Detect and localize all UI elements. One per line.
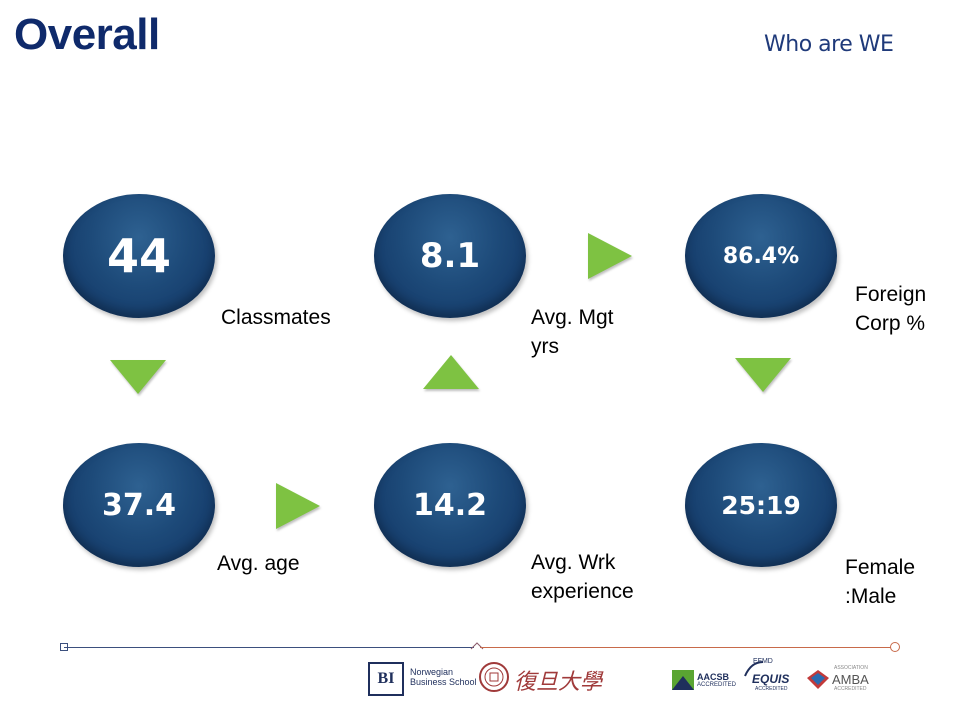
stat-label-foreign-corp: Foreign Corp % — [855, 283, 927, 335]
amba-association: ASSOCIATION — [834, 665, 868, 671]
footer-divider-right — [480, 647, 892, 648]
arrow-right-icon — [588, 233, 632, 279]
stat-label-mgt-years: Avg. Mgt yrs — [531, 306, 614, 358]
stat-circle-avg-age: 37.4 — [63, 443, 215, 567]
stat-label-work-experience: Avg. Wrk experience — [531, 551, 634, 603]
aacsb-icon — [672, 670, 694, 690]
stat-label-gender-ratio: Female :Male — [845, 556, 916, 608]
bi-logo-name-1: Norwegian — [410, 667, 454, 677]
footer-divider-left — [64, 647, 474, 648]
section-subtitle: Who are WE — [764, 32, 894, 57]
stat-value-foreign-corp: 86.4% — [722, 243, 800, 269]
stat-circle-gender-ratio: 25:19 — [685, 443, 837, 567]
stat-circle-mgt-years: 8.1 — [374, 194, 526, 318]
amba-accredited: ACCREDITED — [834, 686, 867, 692]
equis-efmd: EFMD — [753, 658, 773, 665]
stat-value-classmates: 44 — [106, 229, 171, 283]
amba-diamond-icon — [807, 670, 829, 689]
bi-logo-text: Norwegian Business School — [410, 667, 477, 687]
aacsb-logo: AACSB ACCREDITED — [697, 672, 736, 689]
stat-value-gender-ratio: 25:19 — [721, 490, 801, 520]
arrow-up-icon — [423, 355, 479, 389]
arrow-right-icon — [276, 483, 320, 529]
arrow-down-icon — [110, 360, 166, 394]
aacsb-name: AACSB — [697, 672, 730, 682]
stat-label-classmates: Classmates — [221, 306, 331, 329]
bi-logo: BI — [368, 662, 404, 696]
equis-swoosh-icon — [744, 661, 764, 677]
stat-circle-work-experience: 14.2 — [374, 443, 526, 567]
aacsb-accredited: ACCREDITED — [697, 682, 737, 688]
equis-logo: EQUIS — [752, 672, 790, 686]
footer-chevron-icon — [470, 642, 484, 650]
stat-value-work-experience: 14.2 — [412, 487, 488, 523]
fudan-logo-text: 復旦大學 — [514, 670, 603, 695]
stat-label-avg-age: Avg. age — [217, 552, 300, 575]
bi-logo-mark: BI — [377, 670, 395, 687]
fudan-seal-icon — [479, 662, 509, 692]
amba-logo: AMBA — [832, 672, 869, 687]
arrow-down-icon — [735, 358, 791, 392]
stat-circle-foreign-corp: 86.4% — [685, 194, 837, 318]
bi-logo-name-2: Business School — [410, 677, 477, 687]
equis-accredited: ACCREDITED — [755, 686, 788, 692]
page-title: Overall — [14, 10, 160, 59]
stat-circle-classmates: 44 — [63, 194, 215, 318]
stat-value-mgt-years: 8.1 — [419, 236, 481, 276]
stat-value-avg-age: 37.4 — [101, 487, 177, 523]
footer-circle-marker — [890, 642, 900, 652]
